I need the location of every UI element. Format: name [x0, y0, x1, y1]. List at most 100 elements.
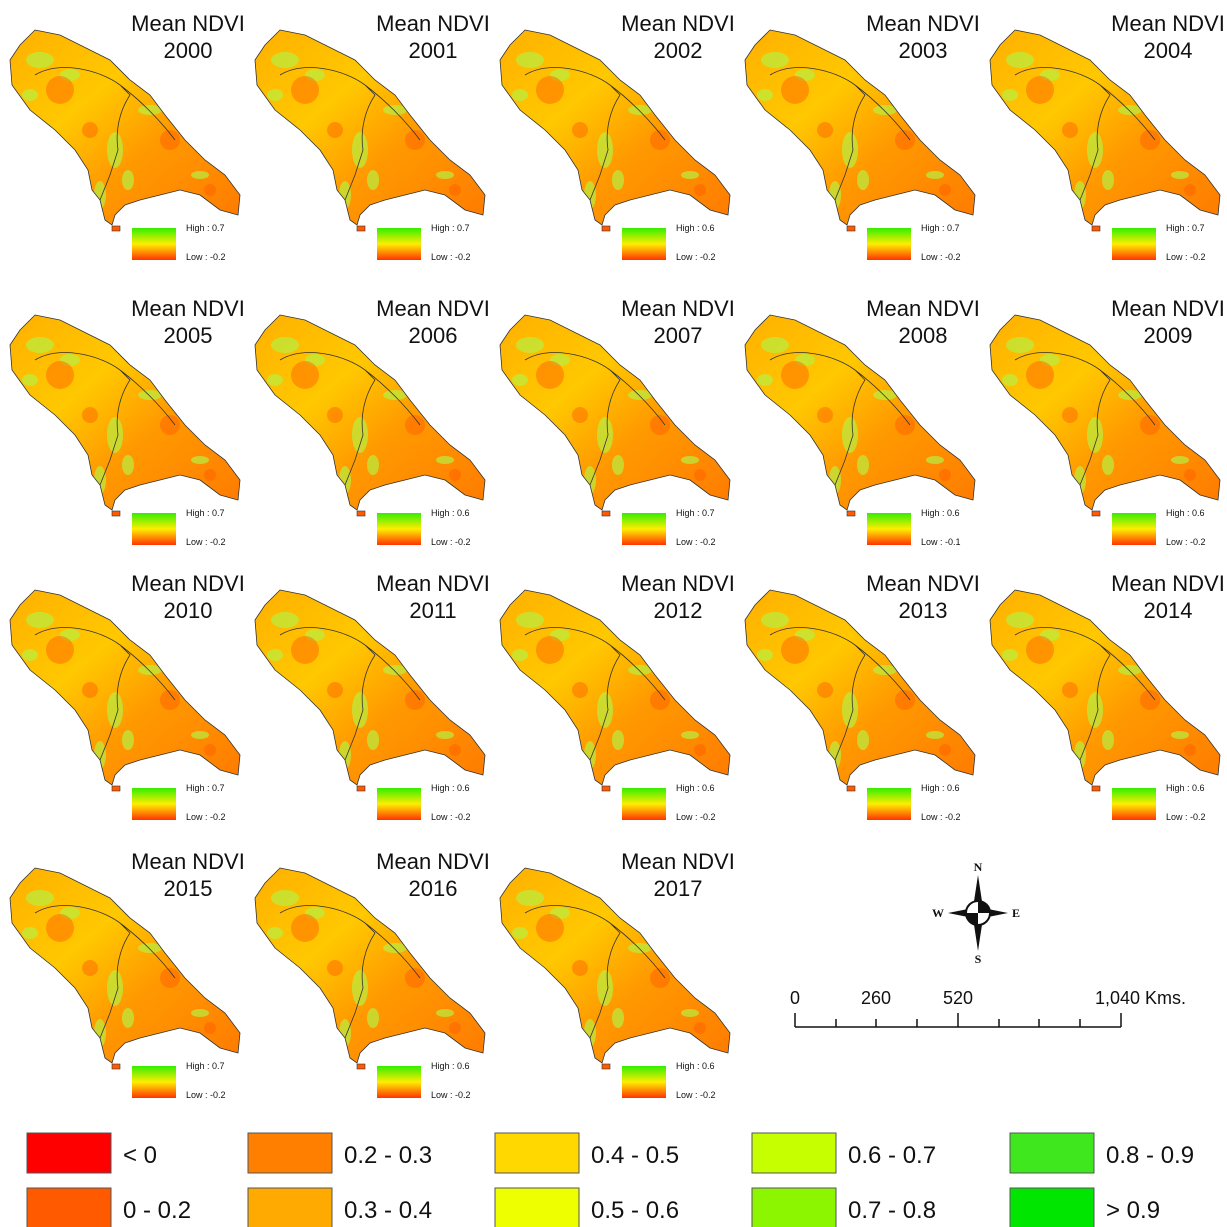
patch	[26, 337, 54, 353]
ramp-low: Low : -0.2	[431, 1090, 471, 1100]
patch	[1087, 132, 1103, 168]
ramp	[867, 228, 911, 260]
patch	[939, 469, 951, 481]
legend-label: < 0	[123, 1142, 157, 1169]
patch	[597, 417, 613, 453]
patch	[512, 89, 528, 101]
patch	[512, 374, 528, 386]
legend-swatch	[752, 1133, 836, 1173]
patch	[842, 132, 858, 168]
panel-title: Mean NDVI	[131, 296, 245, 321]
ramp-high: High : 0.7	[186, 508, 225, 518]
island	[602, 226, 610, 231]
patch	[681, 731, 699, 739]
patch	[817, 122, 833, 138]
panel-title: Mean NDVI	[866, 296, 980, 321]
island	[357, 511, 365, 516]
patch	[1184, 184, 1196, 196]
island	[112, 1064, 120, 1069]
patch	[204, 744, 216, 756]
panel-year: 2017	[654, 876, 703, 901]
patch	[1006, 337, 1034, 353]
ramp	[377, 1066, 421, 1098]
patch	[191, 1009, 209, 1017]
patch	[291, 361, 319, 389]
patch	[1006, 612, 1034, 628]
map-panel: Mean NDVI2012High : 0.6Low : -0.2	[500, 571, 735, 822]
ramp-high: High : 0.6	[676, 783, 715, 793]
patch	[22, 649, 38, 661]
ramp-high: High : 0.6	[676, 223, 715, 233]
patch	[107, 132, 123, 168]
island	[602, 511, 610, 516]
patch	[46, 76, 74, 104]
page: {"panels": [ {"title": "Mean NDVI", "yea…	[0, 0, 1227, 1227]
island	[1092, 226, 1100, 231]
panel-year: 2001	[409, 38, 458, 63]
scale-label: 520	[943, 988, 973, 1008]
patch	[597, 132, 613, 168]
patch	[857, 170, 869, 190]
patch	[694, 469, 706, 481]
patch	[352, 417, 368, 453]
ramp-high: High : 0.7	[186, 223, 225, 233]
patch	[1087, 692, 1103, 728]
island	[847, 786, 855, 791]
patch	[857, 730, 869, 750]
patch	[191, 171, 209, 179]
ramp-low: Low : -0.2	[186, 537, 226, 547]
patch	[612, 1008, 624, 1028]
map-panel: Mean NDVI2001High : 0.7Low : -0.2	[255, 11, 490, 262]
patch	[46, 636, 74, 664]
patch	[1062, 407, 1078, 423]
patch	[761, 337, 789, 353]
ramp	[622, 1066, 666, 1098]
ramp	[377, 513, 421, 545]
compass-e: E	[1012, 906, 1020, 920]
patch	[26, 890, 54, 906]
panel-year: 2013	[899, 598, 948, 623]
patch	[572, 122, 588, 138]
ramp-high: High : 0.7	[431, 223, 470, 233]
ramp-low: Low : -0.1	[921, 537, 961, 547]
patch	[271, 612, 299, 628]
patch	[122, 455, 134, 475]
patch	[191, 731, 209, 739]
ramp-high: High : 0.6	[431, 508, 470, 518]
patch	[122, 170, 134, 190]
patch	[612, 170, 624, 190]
panel-title: Mean NDVI	[131, 571, 245, 596]
patch	[204, 184, 216, 196]
patch	[352, 132, 368, 168]
panel-title: Mean NDVI	[131, 11, 245, 36]
legend-swatch	[1010, 1133, 1094, 1173]
panel-year: 2016	[409, 876, 458, 901]
patch	[449, 1022, 461, 1034]
map-panel: Mean NDVI2008High : 0.6Low : -0.1	[745, 296, 980, 547]
patch	[46, 914, 74, 942]
ramp-low: Low : -0.2	[1166, 537, 1206, 547]
patch	[22, 374, 38, 386]
patch	[536, 914, 564, 942]
legend-swatch	[27, 1133, 111, 1173]
map-panel: Mean NDVI2014High : 0.6Low : -0.2	[990, 571, 1225, 822]
legend-swatch	[248, 1133, 332, 1173]
ramp-low: Low : -0.2	[431, 252, 471, 262]
patch	[1026, 636, 1054, 664]
legend-label: 0.4 - 0.5	[591, 1142, 679, 1169]
patch	[817, 407, 833, 423]
ramp-low: Low : -0.2	[676, 812, 716, 822]
patch	[757, 649, 773, 661]
ramp	[132, 788, 176, 820]
patch	[22, 89, 38, 101]
patch	[572, 407, 588, 423]
ramp-low: Low : -0.2	[1166, 812, 1206, 822]
panel-year: 2006	[409, 323, 458, 348]
ramp-low: Low : -0.2	[186, 1090, 226, 1100]
panel-title: Mean NDVI	[1111, 571, 1225, 596]
patch	[1026, 361, 1054, 389]
legend-label: 0.5 - 0.6	[591, 1197, 679, 1224]
panel-year: 2005	[164, 323, 213, 348]
